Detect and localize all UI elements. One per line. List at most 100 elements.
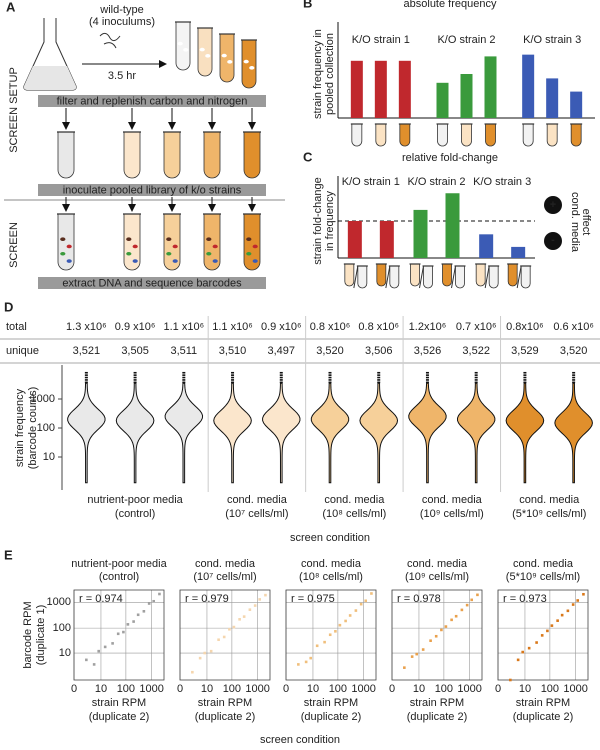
point: [297, 663, 300, 666]
chart-title: cond. media: [407, 558, 468, 570]
unique-value: 3,497: [268, 345, 296, 357]
y-axis-label: (barcode counts): [27, 387, 39, 470]
outlier: [231, 376, 235, 379]
unique-value: 3,511: [170, 345, 197, 357]
x-tick-label: 1000: [563, 683, 587, 695]
point: [309, 656, 312, 660]
bar: [413, 209, 428, 258]
effect-sign: -: [551, 234, 555, 246]
step-label: inoculate pooled library of k/o strains: [63, 184, 242, 196]
outlier: [84, 371, 88, 374]
point: [440, 628, 443, 632]
total-value: 1.1 x10⁶: [212, 321, 253, 333]
unique-value: 3,506: [365, 345, 393, 357]
annotation: r = 0.973: [503, 593, 547, 605]
unique-value: 3,521: [73, 345, 101, 357]
unique-value: 3,520: [560, 345, 588, 357]
x-axis-label: (duplicate 2): [513, 711, 574, 723]
tube: [175, 22, 191, 71]
point: [527, 646, 531, 650]
y-tick-label: 1000: [31, 393, 55, 405]
outlier: [182, 381, 186, 384]
tube: [461, 124, 472, 147]
tube-cell: [221, 53, 227, 58]
bar: [570, 91, 583, 118]
outlier: [84, 379, 88, 381]
tube: [203, 214, 221, 271]
point: [403, 666, 406, 669]
violin: [359, 382, 399, 484]
row-label: total: [6, 321, 27, 333]
outlier: [279, 379, 283, 381]
tube-cell: [183, 48, 189, 52]
point: [304, 660, 308, 664]
tube-cell: [252, 244, 258, 249]
x-tick-label: 0: [71, 683, 77, 695]
tube: [455, 266, 465, 289]
point: [152, 599, 156, 603]
tube: [546, 124, 558, 147]
violin: [457, 382, 496, 484]
legend-label: K/O strain 2: [407, 176, 465, 188]
step-bar: [38, 95, 266, 107]
tube: [243, 214, 261, 271]
point: [92, 663, 96, 666]
point: [582, 592, 585, 596]
plot-frame: [497, 589, 589, 681]
point: [136, 613, 140, 617]
violin: [213, 382, 252, 484]
effect-icon: [544, 196, 562, 214]
outlier: [425, 371, 429, 374]
x-tick-label: 1000: [351, 683, 375, 695]
tube: [410, 264, 420, 287]
x-tick-label: nutrient-poor media: [87, 494, 183, 506]
step-bar: [38, 184, 266, 196]
panel-letter: C: [303, 149, 313, 164]
unique-value: 3,505: [121, 345, 149, 357]
point: [264, 593, 267, 597]
tube-cell: [60, 237, 66, 241]
outlier: [572, 381, 576, 384]
point: [415, 652, 418, 656]
point: [323, 640, 326, 644]
outlier: [572, 374, 576, 376]
bar: [374, 60, 387, 118]
tube-cell: [199, 47, 205, 52]
point: [535, 641, 538, 644]
tube: [241, 40, 257, 89]
tube-cell: [126, 237, 132, 241]
tube: [197, 28, 213, 77]
x-tick-label: 1000: [457, 683, 481, 695]
step-label: filter and replenish carbon and nitrogen: [57, 95, 248, 107]
outlier: [182, 376, 186, 379]
tube-cell: [252, 259, 258, 263]
point: [571, 603, 575, 606]
annotation: r = 0.975: [291, 593, 335, 605]
x-axis-label: strain RPM: [92, 697, 146, 709]
inoculum-label: wild-type: [99, 4, 143, 16]
point: [203, 651, 206, 655]
x-axis-label: (duplicate 2): [195, 711, 256, 723]
effect-label: cond. media: [569, 192, 581, 253]
y-tick-label: 1000: [47, 596, 71, 608]
time-label: 3.5 hr: [108, 70, 136, 82]
outlier: [279, 376, 283, 379]
tube: [437, 124, 448, 147]
violin: [115, 382, 155, 484]
tube: [442, 264, 452, 287]
chart-title: relative fold-change: [402, 152, 498, 164]
step-label: extract DNA and sequence barcodes: [62, 277, 242, 289]
x-tick-label: (control): [115, 508, 155, 520]
y-axis-label: strain frequency: [14, 388, 26, 467]
total-value: 0.8 x10⁶: [358, 321, 399, 333]
x-tick-label: (5*10⁹ cells/ml): [512, 508, 586, 520]
bar: [350, 60, 363, 118]
outlier: [133, 371, 137, 374]
x-tick-label: 0: [389, 683, 395, 695]
x-tick-label: 1000: [139, 683, 163, 695]
violin: [310, 382, 350, 484]
tube: [522, 124, 534, 147]
point: [111, 642, 114, 645]
x-tick-label: 1000: [245, 683, 269, 695]
point: [364, 599, 368, 603]
